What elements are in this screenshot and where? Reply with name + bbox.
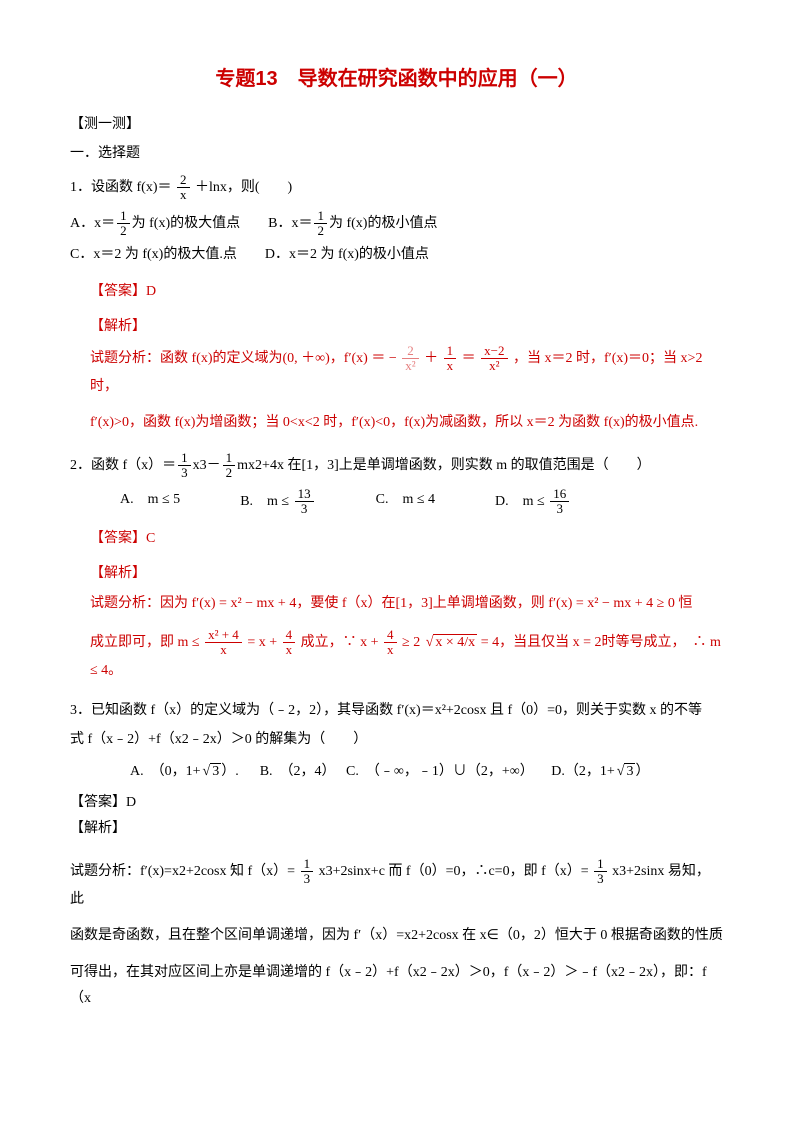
q1-text-a: 1．设函数 f(x)＝ [70,180,172,195]
q2-analysis-line1: 试题分析：因为 f′(x) = x² − mx + 4，要使 f（x）在[1，3… [90,591,723,618]
q1-frac: 2x [177,173,190,203]
q1-analysis-line1: 试题分析：函数 f(x)的定义域为(0, ＋∞)，f′(x) ＝ − 2x² ＋… [90,344,723,400]
q1-answer: 【答案】D [90,279,723,306]
q2-analysis-line2: 成立即可，即 m ≤ x² + 4x = x + 4x 成立，∵ x + 4x … [90,628,723,684]
q1-optC: C．x＝2 为 f(x)的极大值.点 [70,247,237,262]
q3-a1-a: 试题分析：f′(x)=x2+2cosx 知 f（x）= [70,864,299,879]
q2-options: A. m ≤ 5 B. m ≤ 133 C. m ≤ 4 D. m ≤ 163 [120,487,723,517]
q1-text-b: ＋lnx，则( ) [195,180,292,195]
q2-a: 2．函数 f（x）＝ [70,458,176,473]
q1-optB-a: B．x＝ [268,216,312,231]
q2-b: x3－ [193,458,221,473]
q3-optB: B. （2，4） [260,764,336,779]
q1-options-ab: A．x＝12为 f(x)的极大值点 B．x＝12为 f(x)的极小值点 [70,209,723,239]
q1-optA-frac: 12 [117,209,130,239]
test-label: 【测一测】 [70,112,723,139]
q1-options-cd: C．x＝2 为 f(x)的极大值.点 D．x＝2 为 f(x)的极小值点 [70,242,723,269]
q2-optB: B. m ≤ 133 [240,487,315,517]
q3-stem-a: 3．已知函数 f（x）的定义域为（﹣2，2），其导函数 f′(x)＝x²+2co… [70,698,723,725]
q2-optC: C. m ≤ 4 [376,487,435,517]
q1-a1-fr1: 2x² [402,344,418,374]
q2-fr1: 13 [178,451,191,481]
q2-fr2: 12 [223,451,236,481]
q3-analysis-line3: 可得出，在其对应区间上亦是单调递增的 f（x﹣2）+f（x2﹣2x）＞0，f（x… [70,960,723,1013]
q2-a2-fr2: 4x [283,628,296,658]
q1-analysis-line2: f′(x)>0，函数 f(x)为增函数；当 0<x<2 时，f′(x)<0，f(… [90,410,723,437]
q1-a1-a: 试题分析：函数 f(x)的定义域为(0, ＋∞)，f′(x) ＝ − [90,351,397,366]
q1-stem: 1．设函数 f(x)＝ 2x ＋lnx，则( ) [70,173,723,203]
q3-a1-fr1: 13 [301,857,314,887]
q2-a2-c: 成立，∵ x + [301,635,382,650]
q2-optA: A. m ≤ 5 [120,487,180,517]
q1-optA-a: A．x＝ [70,216,115,231]
q2-a2-a: 成立即可，即 m ≤ [90,635,203,650]
q2-analysis-head: 【解析】 [90,561,723,588]
q2-stem: 2．函数 f（x）＝13x3－12mx2+4x 在[1，3]上是单调增函数，则实… [70,451,723,481]
q3-analysis-line2: 函数是奇函数，且在整个区间单调递增，因为 f′（x）=x2+2cosx 在 x∈… [70,923,723,950]
q3-answer: 【答案】D [70,790,723,817]
q1-optB-frac: 12 [314,209,327,239]
q2-c: mx2+4x 在[1，3]上是单调增函数，则实数 m 的取值范围是（ ） [237,458,651,473]
q1-a1-fr2: 1x [444,344,457,374]
q2-sqrt: x × 4/x [424,630,477,657]
q3-optA: A. （0，1+3）. [130,764,239,779]
q3-analysis-line1: 试题分析：f′(x)=x2+2cosx 知 f（x）= 13 x3+2sinx+… [70,857,723,913]
q3-a1-fr2: 13 [594,857,607,887]
q2-a2-b: = x + [247,635,280,650]
q1-a1-fr3: x−2x² [481,344,507,374]
q3-a1-b: x3+2sinx+c 而 f（0）=0，∴c=0，即 f（x）= [319,864,593,879]
page-title: 专题13 导数在研究函数中的应用（一） [70,60,723,98]
q3-options: A. （0，1+3）. B. （2，4） C. （﹣∞，﹣1）∪（2，+∞） D… [130,759,723,786]
q2-a2-fr3: 4x [384,628,397,658]
q1-optA-b: 为 f(x)的极大值点 [132,216,241,231]
q3-analysis-head: 【解析】 [70,816,723,843]
q1-a1-b: ＋ [424,351,438,366]
q2-a2-fr1: x² + 4x [205,628,242,658]
q3-stem-b: 式 f（x﹣2）+f（x2﹣2x）＞0 的解集为（ ） [70,727,723,754]
q3-optC: C. （﹣∞，﹣1）∪（2，+∞） [346,764,534,779]
q1-optD: D．x＝2 为 f(x)的极小值点 [265,247,429,262]
q1-analysis-head: 【解析】 [90,314,723,341]
q2-sqrt-rad: x × 4/x [433,634,477,650]
q1-optB-b: 为 f(x)的极小值点 [329,216,438,231]
q1-a1-c: ＝ [462,351,476,366]
q2-optD: D. m ≤ 163 [495,487,571,517]
q2-a2-d: ≥ 2 [402,635,420,650]
q3-optD: D.（2，1+3） [551,764,649,779]
choice-label: 一．选择题 [70,141,723,168]
q2-answer: 【答案】C [90,526,723,553]
